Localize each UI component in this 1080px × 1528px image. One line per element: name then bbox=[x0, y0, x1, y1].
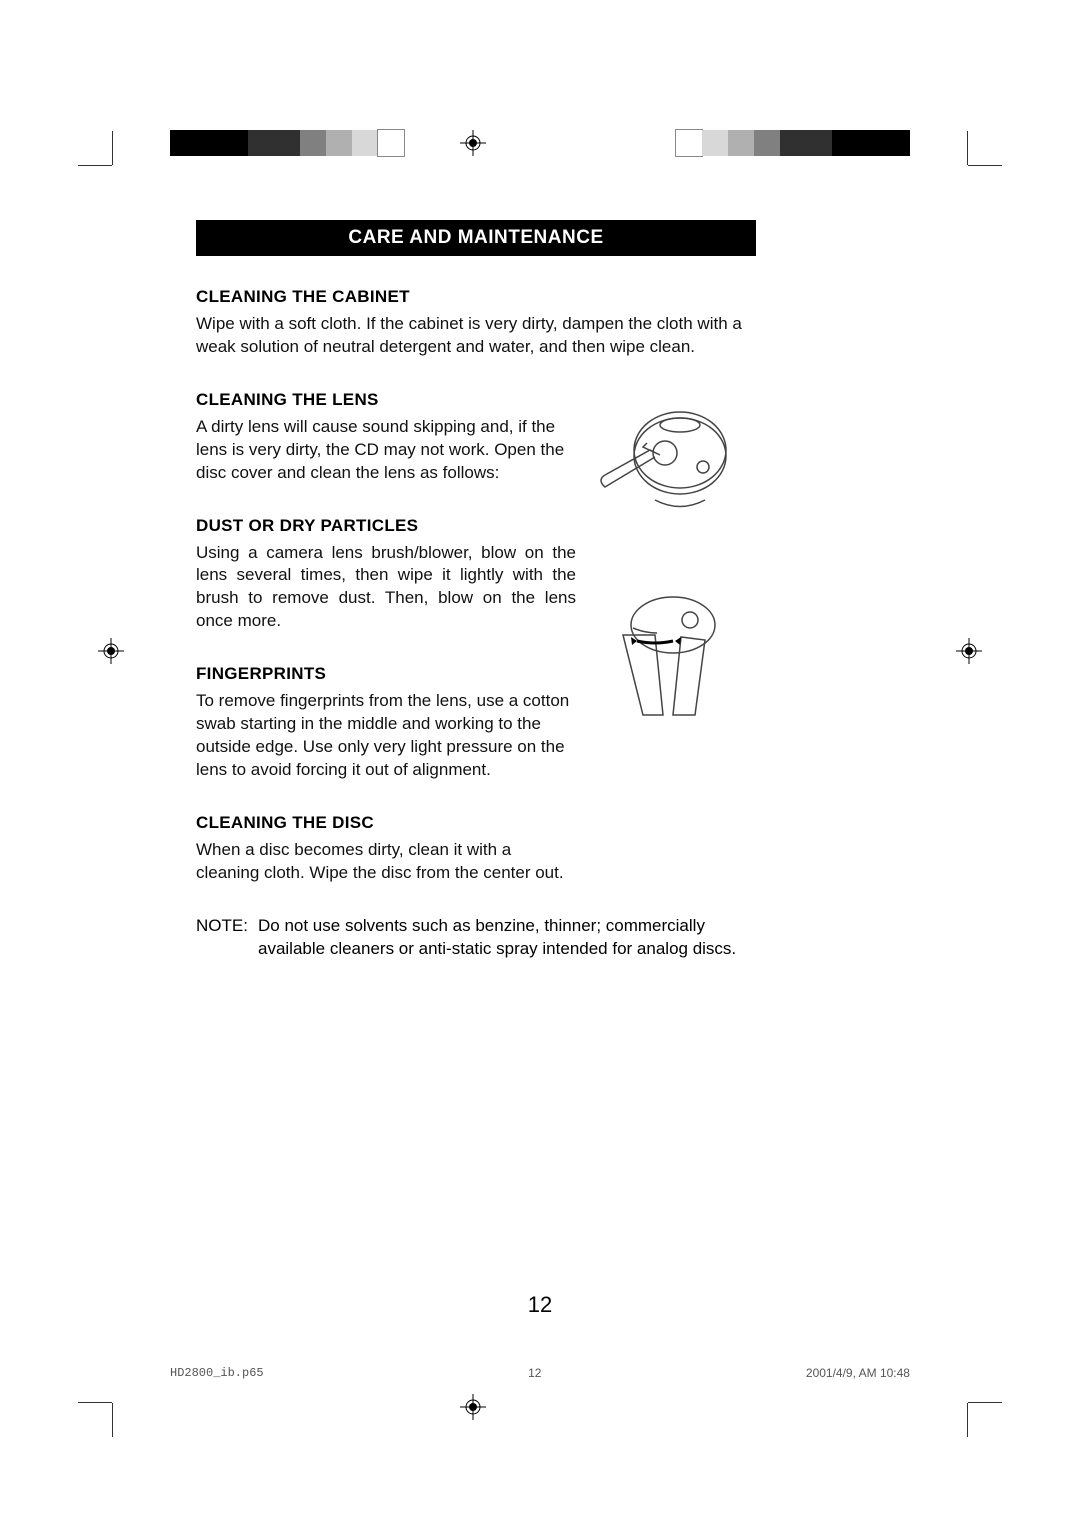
page-title: CARE AND MAINTENANCE bbox=[196, 220, 756, 256]
print-footer: HD2800_ib.p65 12 2001/4/9, AM 10:48 bbox=[170, 1366, 910, 1380]
section-body: To remove fingerprints from the lens, us… bbox=[196, 690, 576, 782]
colorbar-swatch bbox=[702, 130, 728, 156]
section-body: A dirty lens will cause sound skipping a… bbox=[196, 416, 576, 485]
note-block: NOTE:Do not use solvents such as benzine… bbox=[196, 915, 756, 961]
note-body: Do not use solvents such as benzine, thi… bbox=[258, 915, 748, 961]
colorbar-swatch bbox=[196, 130, 222, 156]
colorbar-swatch bbox=[832, 130, 858, 156]
color-bar-right bbox=[676, 130, 910, 156]
registration-mark-left bbox=[98, 638, 124, 664]
registration-mark-right bbox=[956, 638, 982, 664]
lens-blower-illustration bbox=[595, 395, 735, 525]
colorbar-swatch bbox=[274, 130, 300, 156]
page-number: 12 bbox=[0, 1292, 1080, 1318]
colorbar-swatch bbox=[884, 130, 910, 156]
registration-mark-top bbox=[460, 130, 486, 156]
section: CLEANING THE CABINET Wipe with a soft clo… bbox=[196, 286, 756, 359]
colorbar-swatch bbox=[780, 130, 806, 156]
note-label: NOTE: bbox=[196, 915, 258, 938]
colorbar-swatch bbox=[170, 130, 196, 156]
colorbar-swatch bbox=[728, 130, 754, 156]
colorbar-swatch bbox=[806, 130, 832, 156]
section: CLEANING THE DISC When a disc becomes dir… bbox=[196, 812, 756, 885]
section-heading: CLEANING THE DISC bbox=[196, 812, 756, 835]
colorbar-swatch bbox=[222, 130, 248, 156]
section-body: Using a camera lens brush/blower, blow o… bbox=[196, 542, 576, 634]
colorbar-swatch bbox=[248, 130, 274, 156]
footer-page: 12 bbox=[528, 1366, 541, 1380]
cotton-swab-illustration bbox=[595, 585, 735, 720]
colorbar-swatch bbox=[326, 130, 352, 156]
colorbar-swatch bbox=[300, 130, 326, 156]
page-root: CARE AND MAINTENANCE CLEANING THE CABINE… bbox=[0, 0, 1080, 1528]
color-bar-left bbox=[170, 130, 404, 156]
colorbar-swatch bbox=[676, 130, 702, 156]
colorbar-swatch bbox=[378, 130, 404, 156]
footer-timestamp: 2001/4/9, AM 10:48 bbox=[806, 1366, 910, 1380]
footer-filename: HD2800_ib.p65 bbox=[170, 1366, 264, 1380]
section-body: When a disc becomes dirty, clean it with… bbox=[196, 839, 576, 885]
colorbar-swatch bbox=[858, 130, 884, 156]
registration-mark-bottom bbox=[460, 1394, 486, 1420]
section-body: Wipe with a soft cloth. If the cabinet i… bbox=[196, 313, 756, 359]
colorbar-swatch bbox=[754, 130, 780, 156]
colorbar-swatch bbox=[352, 130, 378, 156]
section-heading: CLEANING THE CABINET bbox=[196, 286, 756, 309]
